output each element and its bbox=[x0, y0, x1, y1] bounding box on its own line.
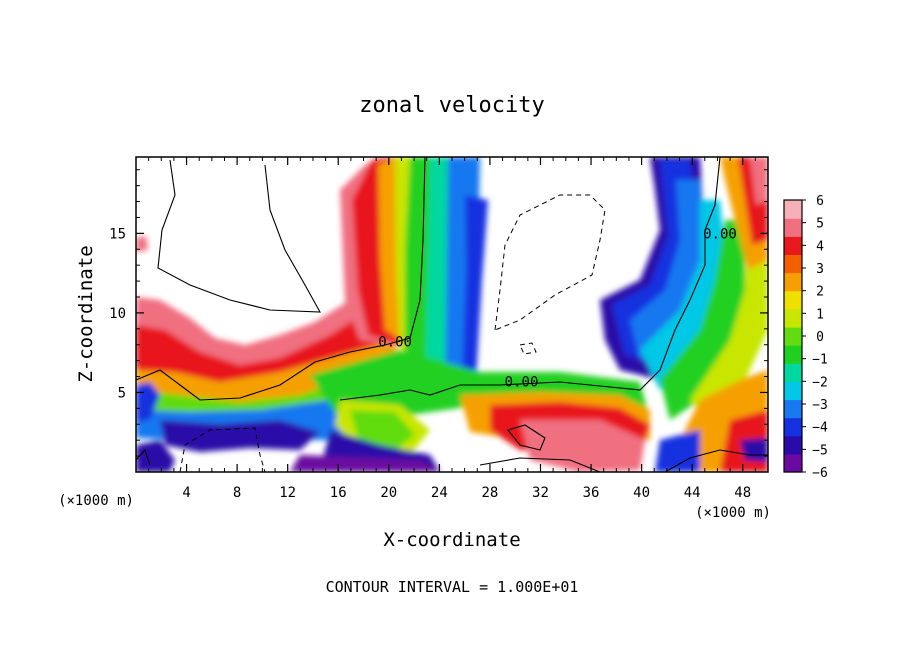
contour-line bbox=[507, 424, 546, 451]
colorbar-swatch bbox=[784, 435, 802, 455]
colorbar-tick-label: −1 bbox=[812, 353, 828, 368]
x-tick-label: 44 bbox=[684, 485, 701, 501]
colorbar-swatch bbox=[784, 345, 802, 364]
colorbar: 6 5 4 3 2 1 0 −1 −2 −3 −4 −5 −6 bbox=[783, 194, 828, 481]
colorbar-swatch bbox=[784, 290, 802, 310]
colorbar-swatch bbox=[784, 453, 802, 473]
colorbar-tick-label: −3 bbox=[812, 398, 828, 413]
contour-line bbox=[136, 448, 151, 466]
colorbar-swatch bbox=[784, 218, 802, 237]
x-tick-label: 36 bbox=[583, 485, 600, 501]
colorbar-tick-label: 4 bbox=[816, 239, 824, 254]
x-tick-label: 32 bbox=[532, 485, 549, 501]
x-tick-label: 28 bbox=[481, 485, 498, 501]
contour-line bbox=[339, 157, 721, 401]
colorbar-swatch bbox=[784, 363, 802, 382]
y-tick-label: 10 bbox=[109, 306, 126, 322]
x-tick-label: 20 bbox=[380, 485, 397, 501]
y-axis-unit: (×1000 m) bbox=[58, 493, 134, 509]
contour-label: 0.00 bbox=[378, 335, 412, 351]
x-axis-unit: (×1000 m) bbox=[695, 505, 771, 521]
chart-title: zonal velocity bbox=[359, 93, 544, 118]
contour-label: 0.00 bbox=[703, 227, 737, 243]
y-tick-label: 15 bbox=[109, 226, 126, 242]
y-tick-label: 5 bbox=[118, 385, 126, 401]
contour-line-negative bbox=[519, 342, 537, 355]
colorbar-tick-label: 3 bbox=[816, 262, 824, 277]
colorbar-tick-label: 6 bbox=[816, 194, 824, 209]
x-tick-label: 8 bbox=[233, 485, 241, 501]
contour-interval-note: CONTOUR INTERVAL = 1.000E+01 bbox=[326, 578, 579, 596]
contour-line bbox=[157, 159, 321, 313]
colorbar-tick-label: −5 bbox=[812, 443, 828, 458]
colorbar-tick-label: −6 bbox=[812, 466, 828, 481]
contour-line bbox=[664, 449, 768, 472]
contour-line-negative bbox=[179, 427, 266, 472]
colorbar-swatch bbox=[784, 381, 802, 401]
colorbar-swatch bbox=[784, 272, 802, 292]
colorbar-swatch bbox=[784, 200, 802, 219]
colorbar-swatch bbox=[784, 254, 802, 274]
colorbar-swatch bbox=[784, 399, 802, 419]
contour-line bbox=[136, 157, 426, 401]
heatmap-field: 0.00 0.00 0.00 bbox=[136, 157, 768, 472]
x-tick-label: 24 bbox=[431, 485, 448, 501]
x-tick-label: 40 bbox=[633, 485, 650, 501]
colorbar-swatch bbox=[784, 308, 802, 328]
colorbar-tick-label: −4 bbox=[812, 421, 828, 436]
colorbar-swatch bbox=[784, 326, 802, 346]
contour-line bbox=[479, 457, 601, 472]
contour-label: 0.00 bbox=[505, 375, 539, 391]
x-tick-label: 12 bbox=[279, 485, 296, 501]
colorbar-tick-label: 5 bbox=[816, 217, 824, 232]
y-axis-title: Z-coordinate bbox=[75, 245, 97, 382]
x-tick-label: 48 bbox=[734, 485, 751, 501]
x-tick-label: 16 bbox=[330, 485, 347, 501]
colorbar-swatch bbox=[784, 417, 802, 437]
x-tick-label: 4 bbox=[182, 485, 190, 501]
colorbar-tick-label: 0 bbox=[816, 330, 824, 345]
x-axis-title: X-coordinate bbox=[383, 529, 520, 551]
colorbar-tick-label: 2 bbox=[816, 285, 824, 300]
colorbar-swatch bbox=[784, 236, 802, 255]
colorbar-tick-label: −2 bbox=[812, 375, 828, 390]
colorbar-tick-label: 1 bbox=[816, 307, 824, 322]
